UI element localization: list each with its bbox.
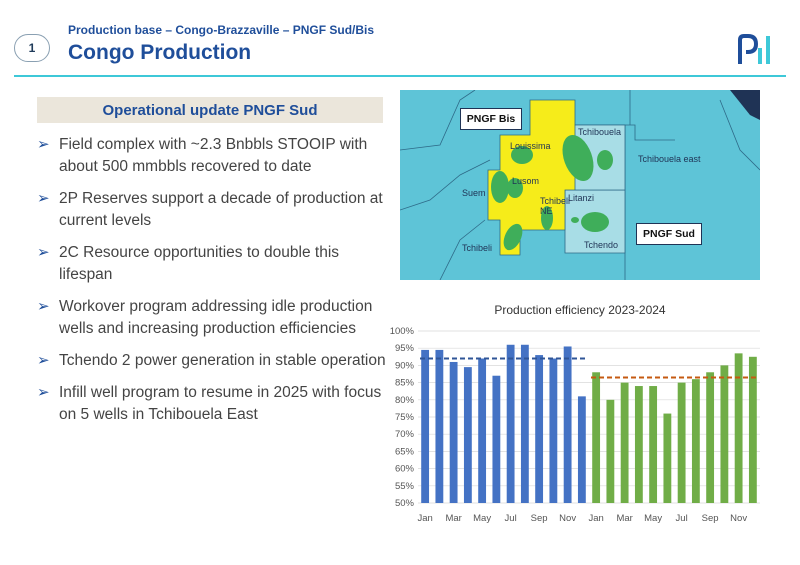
bullet-item: ➢ Field complex with ~2.3 Bnbbls STOOIP w… [37, 134, 387, 178]
bullet-arrow-icon: ➢ [37, 244, 50, 261]
y-tick-label: 70% [395, 429, 415, 440]
bar [649, 386, 658, 503]
bar [677, 382, 686, 503]
louissima-label: Louissima [510, 141, 551, 151]
bullet-arrow-icon: ➢ [37, 384, 50, 401]
page-title: Congo Production [68, 41, 252, 64]
bar [606, 399, 615, 503]
bar [463, 367, 472, 503]
bar [421, 349, 430, 503]
tchibouela-east-label: Tchibouela east [638, 154, 701, 164]
bullet-text: Workover program addressing idle product… [59, 298, 373, 337]
tchibouela-east-field [597, 150, 613, 170]
bullet-text: Infill well program to resume in 2025 wi… [59, 384, 382, 423]
bar [435, 349, 444, 503]
y-tick-label: 90% [395, 360, 415, 371]
tchendo-field [581, 212, 609, 232]
bar [748, 356, 757, 503]
company-logo-icon [738, 34, 770, 64]
bar [478, 358, 487, 503]
y-tick-label: 65% [395, 446, 415, 457]
bullet-text: Field complex with ~2.3 Bnbbls STOOIP wi… [59, 136, 368, 175]
x-tick-label: Nov [559, 513, 576, 524]
bar [634, 386, 643, 503]
bar [506, 344, 515, 503]
chart-title: Production efficiency 2023-2024 [494, 303, 666, 317]
bar [449, 361, 458, 503]
page-number-badge: 1 [14, 34, 50, 62]
bullet-text: Tchendo 2 power generation in stable ope… [59, 352, 386, 369]
y-tick-label: 60% [395, 464, 415, 475]
x-tick-label: May [644, 513, 662, 524]
pngf-bis-label: PNGF Bis [460, 108, 522, 130]
header-subtitle: Production base – Congo-Brazzaville – PN… [68, 23, 375, 37]
bar [520, 344, 529, 503]
bullet-text: 2P Reserves support a decade of producti… [59, 190, 383, 229]
bar [577, 396, 586, 503]
tchibouela-label: Tchibouela [578, 127, 622, 137]
x-tick-label: May [473, 513, 491, 524]
bullet-item: ➢ 2P Reserves support a decade of product… [37, 188, 387, 232]
tchibouela-field [562, 134, 594, 182]
y-tick-label: 50% [395, 498, 415, 509]
y-tick-label: 100% [390, 326, 415, 337]
tchibeli-ne-label: Tchibeli NE [540, 196, 571, 216]
tchibeli-label: Tchibeli [462, 243, 493, 253]
page-number: 1 [28, 41, 36, 55]
tchendo-label: Tchendo [584, 240, 619, 250]
bullet-item: ➢ 2C Resource opportunities to double thi… [37, 242, 387, 286]
bar [549, 358, 558, 503]
x-tick-label: Nov [730, 513, 747, 524]
bar [706, 372, 715, 503]
map-land-corner [730, 90, 760, 120]
header-divider [14, 75, 786, 77]
y-tick-label: 55% [395, 481, 415, 492]
x-tick-label: Jan [588, 513, 603, 524]
x-tick-label: Sep [531, 513, 548, 524]
bar [563, 346, 572, 503]
bullet-item: ➢ Workover program addressing idle produc… [37, 296, 387, 340]
bar [592, 372, 601, 503]
y-tick-label: 85% [395, 378, 415, 389]
suem-field [491, 171, 509, 203]
lusom-label: Lusom [512, 176, 540, 186]
bar [492, 375, 501, 503]
bullet-arrow-icon: ➢ [37, 298, 50, 315]
x-tick-label: Jul [505, 513, 517, 524]
y-tick-label: 95% [395, 343, 415, 354]
louissima-field [511, 146, 533, 164]
tchibeli-ne-field [541, 206, 553, 230]
x-tick-label: Mar [445, 513, 461, 524]
tchibeli-field [503, 223, 523, 251]
y-tick-label: 80% [395, 395, 415, 406]
bullet-list: ➢ Field complex with ~2.3 Bnbbls STOOIP w… [37, 134, 387, 436]
section-title: Operational update PNGF Sud [37, 97, 383, 123]
bullet-item: ➢ Infill well program to resume in 2025 w… [37, 382, 387, 426]
bullet-arrow-icon: ➢ [37, 190, 50, 207]
bar [620, 382, 629, 503]
bullet-arrow-icon: ➢ [37, 136, 50, 153]
bullet-item: ➢ Tchendo 2 power generation in stable op… [37, 350, 387, 372]
field-map-graphic [400, 90, 760, 280]
field-map: PNGF Bis PNGF Sud Louissima Lusom Suem T… [400, 90, 760, 280]
bar [720, 365, 729, 503]
bar [734, 353, 743, 503]
bar [535, 355, 544, 503]
x-tick-label: Jul [676, 513, 688, 524]
bar [691, 379, 700, 503]
bar [663, 413, 672, 503]
x-tick-label: Mar [616, 513, 632, 524]
bullet-text: 2C Resource opportunities to double this… [59, 244, 340, 283]
litanzi-label: Litanzi [568, 193, 595, 203]
bullet-arrow-icon: ➢ [37, 352, 50, 369]
y-tick-label: 75% [395, 412, 415, 423]
x-tick-label: Jan [417, 513, 432, 524]
suem-label: Suem [462, 188, 486, 198]
pngf-sud-label: PNGF Sud [636, 223, 702, 245]
production-efficiency-chart: 50% 55% 60% 65% 70% 75% 80% 85% 90% 95% 100% Jan Mar… [390, 326, 760, 524]
x-tick-label: Sep [702, 513, 719, 524]
lusom-field [507, 178, 523, 198]
